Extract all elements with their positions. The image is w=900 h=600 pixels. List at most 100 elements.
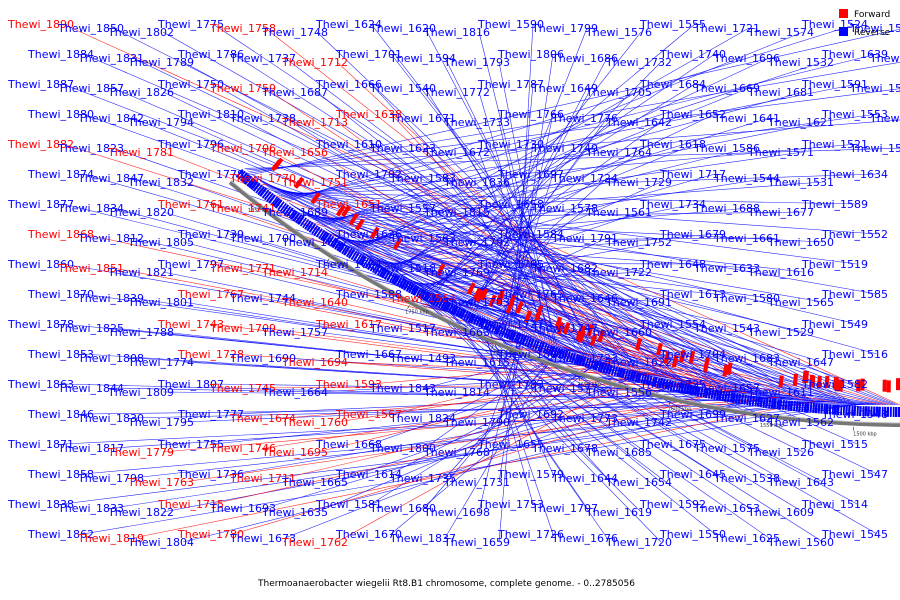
reverse-feature [485,320,492,331]
gene-label: Thewi_1563 [389,232,456,245]
leader-line [263,183,858,385]
reverse-feature [534,340,540,351]
reverse-feature [429,294,437,305]
gene-label: Thewi_1730 [477,138,544,151]
gene-label: Thewi_1816 [423,26,490,39]
reverse-feature [239,172,248,182]
leader-line [162,91,808,401]
forward-feature [392,237,403,251]
leader-line [371,257,696,385]
leader-line [290,203,804,513]
reverse-feature [513,332,520,343]
reverse-feature [803,402,807,413]
forward-feature [703,357,710,370]
gene-label: Thewi_1763 [127,476,194,489]
forward-feature [436,263,446,277]
leader-line [62,403,862,505]
reverse-feature [357,254,365,265]
gene-label: Thewi_1725 [639,378,706,391]
reverse-feature [281,204,290,214]
gene-label: Thewi_1733 [443,116,510,129]
leader-line [498,330,519,543]
gene-label: Thewi_1688 [693,202,760,215]
gene-label: Thewi_1623 [369,142,436,155]
leader-line [252,28,900,175]
gene-label: Thewi_1654 [605,476,672,489]
gene-label: Thewi_1675 [639,438,706,451]
reverse-feature [447,303,454,314]
forward-feature [778,375,784,388]
gene-label: Thewi_1711 [229,472,296,485]
leader-line [244,147,900,169]
reverse-feature [685,384,691,395]
reverse-feature [620,368,627,379]
leader-line [357,57,770,250]
reverse-feature [636,372,642,383]
leader-line [304,213,824,303]
reverse-feature [288,209,296,219]
reverse-feature [870,406,873,417]
reverse-feature [726,391,731,403]
leader-line [483,315,534,445]
reverse-feature [410,284,418,295]
reverse-feature [853,405,857,416]
gene-label: Thewi_1553 [821,108,888,121]
reverse-feature [667,380,672,391]
gene-label: Thewi_1658 [477,198,544,211]
leader-line [284,57,724,390]
forward-feature [726,362,733,375]
reverse-feature [645,374,650,385]
reverse-feature [268,194,276,204]
leader-line [212,389,731,505]
forward-feature [589,333,598,346]
gene-label: Thewi_1836 [443,176,510,189]
leader-line [300,211,824,363]
leader-line [162,211,799,400]
reverse-feature [658,377,664,389]
gene-label: Thewi_1561 [585,206,652,219]
gene-label: Thewi_1858 [27,468,94,481]
gene-label: Thewi_1640 [281,296,348,309]
reverse-feature [575,354,582,365]
reverse-feature [549,345,556,356]
gene-label: Thewi_1645 [659,468,726,481]
kbp-tick [491,344,494,349]
gene-label: Thewi_1518 [369,262,436,275]
gene-label: Thewi_1604 [315,258,382,271]
gene-label: Thewi_1878 [7,318,74,331]
reverse-feature [599,362,605,373]
leader-line [369,256,716,415]
leader-line [390,113,716,270]
gene-label: Thewi_1697 [497,168,564,181]
reverse-feature [858,406,862,417]
gene-label: Thewi_1624 [315,18,382,31]
leader-line [435,31,642,294]
reverse-feature [851,405,854,416]
gene-label: Thewi_1673 [229,532,296,545]
leader-line [437,294,608,539]
gene-label: Thewi_1760 [281,416,348,429]
reverse-feature [693,385,699,397]
gene-label: Thewi_1823 [57,142,124,155]
reverse-feature [597,361,603,372]
legend-reverse-label: Reverse [854,28,891,38]
gene-label: Thewi_1729 [605,176,672,189]
gene-label: Thewi_1702 [335,168,402,181]
reverse-feature [515,333,522,344]
reverse-feature [607,364,613,375]
gene-label: Thewi_1589 [801,198,868,211]
reverse-feature [897,406,900,417]
reverse-feature [304,220,312,230]
gene-label: Thewi_1609 [747,506,814,519]
reverse-feature [840,405,843,416]
gene-label: Thewi_1808 [77,352,144,365]
reverse-feature [526,337,533,348]
gene-label: Thewi_1580 [713,292,780,305]
gene-label: Thewi_1810 [177,108,244,121]
reverse-feature [440,299,447,310]
gene-label: Thewi_1820 [107,206,174,219]
backbone-arc-inner [230,180,900,424]
reverse-feature [731,392,736,404]
reverse-feature [372,263,379,273]
reverse-feature [718,390,723,401]
